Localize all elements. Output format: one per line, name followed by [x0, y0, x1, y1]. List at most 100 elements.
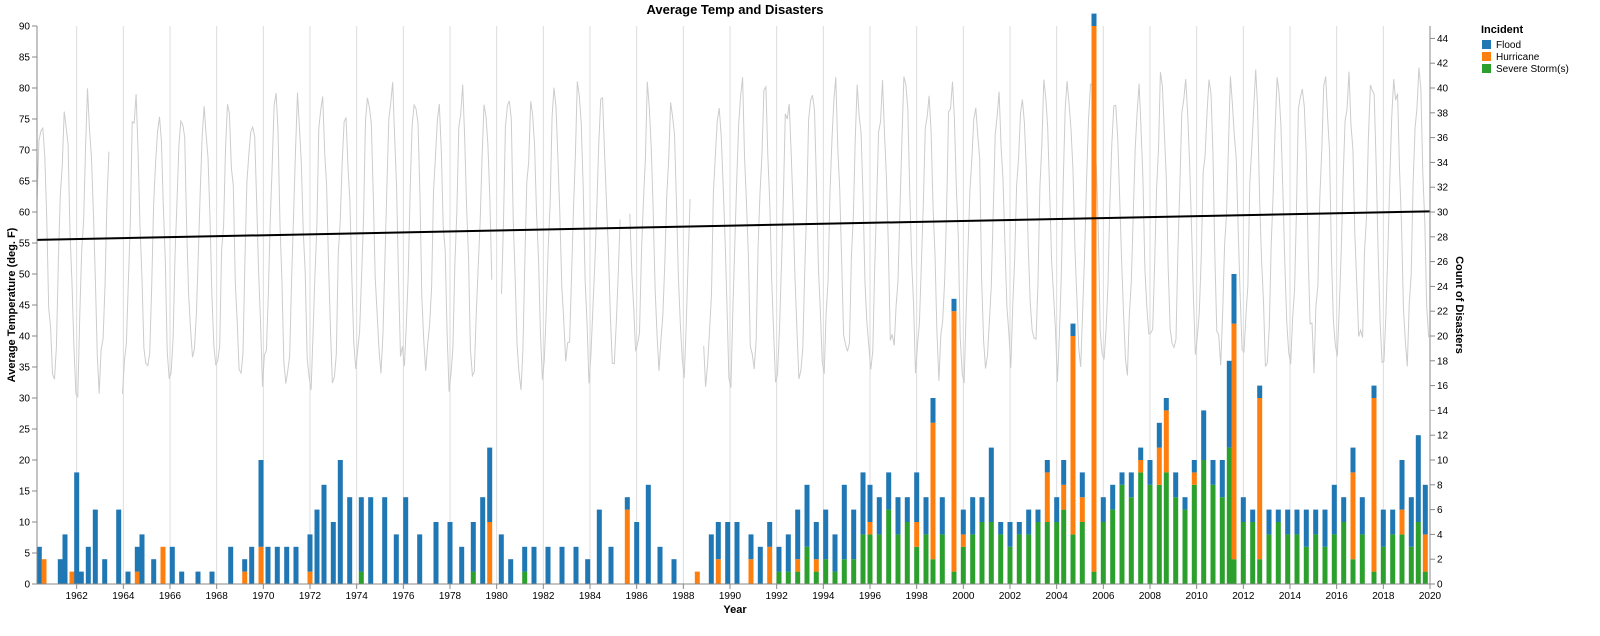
y-left-tick-label: 35 — [19, 363, 31, 374]
bar-hurricane — [1422, 534, 1428, 572]
y-right-tick-label: 30 — [1437, 208, 1449, 219]
bar-flood — [382, 497, 388, 584]
x-tick-label: 1980 — [486, 591, 509, 602]
bar-storm — [970, 534, 976, 584]
bar-hurricane — [258, 546, 264, 584]
bar-hurricane — [767, 546, 773, 584]
bar-flood — [209, 571, 215, 584]
bar-hurricane — [1061, 484, 1067, 510]
bar-flood — [1156, 422, 1162, 448]
bar-flood — [734, 522, 740, 584]
bar-flood — [545, 546, 551, 584]
x-tick-label: 2000 — [952, 591, 975, 602]
x-tick-label: 2004 — [1046, 591, 1069, 602]
y-left-tick-label: 85 — [19, 53, 31, 64]
bar-hurricane — [69, 571, 75, 584]
bar-flood — [522, 546, 528, 572]
bar-flood — [169, 546, 175, 584]
bar-storm — [1294, 534, 1300, 584]
bar-flood — [74, 472, 80, 584]
x-tick-label: 2008 — [1139, 591, 1162, 602]
x-tick-label: 2014 — [1279, 591, 1302, 602]
bar-flood — [1044, 460, 1050, 473]
bar-flood — [573, 546, 579, 584]
bar-storm — [1390, 534, 1396, 584]
bar-storm — [776, 571, 782, 584]
y-axis-right-title: Count of Disasters — [1453, 256, 1465, 354]
bar-flood — [988, 447, 994, 522]
bar-flood — [1138, 447, 1144, 460]
bar-flood — [851, 509, 857, 560]
y-left-tick-label: 10 — [19, 518, 31, 529]
bar-flood — [179, 571, 185, 584]
x-tick-label: 1984 — [579, 591, 602, 602]
bar-storm — [1044, 522, 1050, 584]
bar-flood — [1219, 460, 1225, 498]
bar-flood — [895, 497, 901, 535]
bar-flood — [403, 497, 409, 584]
bar-flood — [57, 559, 63, 584]
bar-hurricane — [134, 571, 140, 584]
x-tick-label: 1974 — [346, 591, 369, 602]
bar-flood — [1091, 13, 1097, 26]
y-left-tick-label: 50 — [19, 270, 31, 281]
bar-flood — [195, 571, 201, 584]
bar-flood — [62, 534, 68, 584]
bar-flood — [417, 534, 423, 584]
bar-hurricane — [1350, 472, 1356, 560]
temperature-layer — [36, 67, 1430, 399]
bar-storm — [1380, 546, 1386, 584]
bar-flood — [242, 559, 248, 572]
y-right-tick-label: 4 — [1437, 530, 1443, 541]
bar-flood — [228, 546, 234, 584]
bar-storm — [1119, 484, 1125, 584]
bar-flood — [776, 546, 782, 572]
bar-storm — [823, 559, 829, 584]
bar-flood — [274, 546, 280, 584]
bar-hurricane — [1191, 472, 1197, 485]
bar-flood — [480, 497, 486, 584]
bar-storm — [1026, 534, 1032, 584]
bar-flood — [608, 546, 614, 584]
x-tick-label: 2012 — [1232, 591, 1255, 602]
y-left-tick-label: 60 — [19, 208, 31, 219]
bar-hurricane — [1371, 398, 1377, 572]
bar-flood — [671, 559, 677, 584]
bar-flood — [36, 546, 42, 584]
bar-hurricane — [914, 522, 920, 547]
bar-storm — [1147, 484, 1153, 584]
bar-storm — [1415, 522, 1421, 584]
bar-flood — [585, 559, 591, 584]
bar-hurricane — [795, 559, 801, 572]
y-right-tick-label: 2 — [1437, 555, 1443, 566]
trend-layer — [36, 210, 1431, 241]
bar-flood — [823, 509, 829, 560]
y-right-tick-label: 0 — [1437, 580, 1443, 591]
bar-flood — [645, 484, 651, 584]
bar-flood — [804, 484, 810, 547]
bar-storm — [1371, 571, 1377, 584]
bar-flood — [979, 497, 985, 522]
legend-title: Incident — [1481, 24, 1524, 36]
bar-storm — [1303, 546, 1309, 584]
bar-storm — [1226, 447, 1232, 584]
bar-storm — [1275, 522, 1281, 584]
x-axis-title: Year — [723, 604, 747, 616]
bar-storm — [914, 546, 920, 584]
bar-storm — [358, 571, 364, 584]
y-right-tick-label: 36 — [1437, 133, 1449, 144]
bar-flood — [559, 546, 565, 584]
bar-flood — [914, 472, 920, 522]
bar-flood — [1110, 484, 1116, 510]
bar-storm — [813, 571, 819, 584]
y-left-tick-label: 20 — [19, 456, 31, 467]
bar-flood — [487, 447, 493, 522]
bar-storm — [1163, 472, 1169, 584]
bar-flood — [1359, 497, 1365, 535]
bar-flood — [1128, 472, 1134, 498]
bar-storm — [1231, 559, 1237, 584]
bar-flood — [337, 460, 343, 584]
bar-flood — [293, 546, 299, 584]
bar-storm — [1007, 546, 1013, 584]
bar-flood — [1054, 497, 1060, 522]
